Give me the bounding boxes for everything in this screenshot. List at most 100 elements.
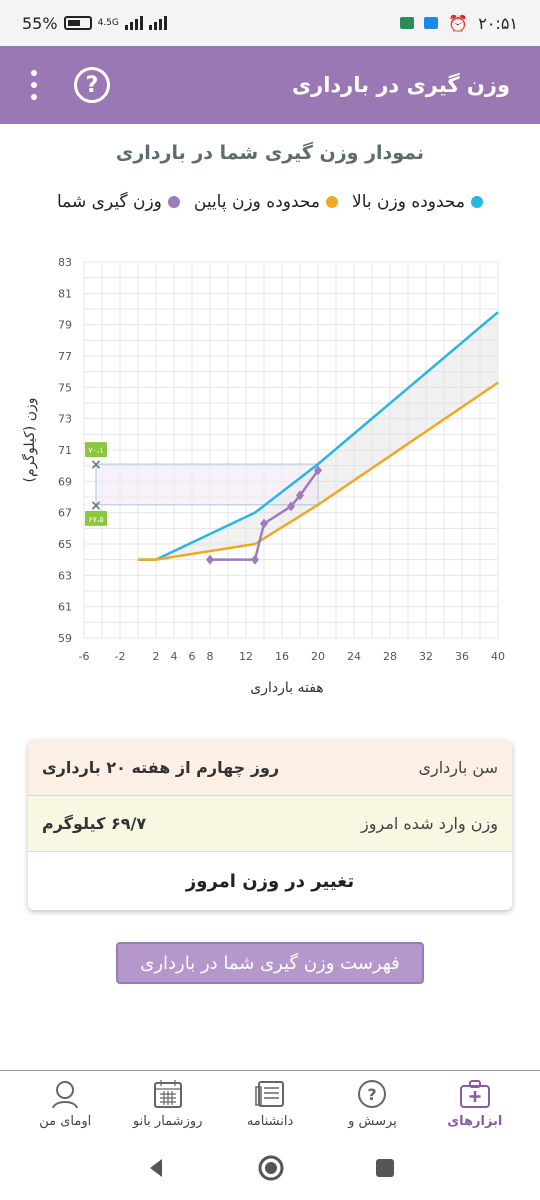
legend-item-yours: وزن گیری شما [57,192,180,212]
y-tick-label: 77 [58,350,72,363]
data-point [251,554,259,565]
x-tick-label: 6 [189,650,196,663]
data-point [314,465,322,476]
chart-title: نمودار وزن گیری شما در بارداری [115,142,425,164]
app-toolbar: ? وزن گیری در بارداری [0,46,540,124]
nav-item-profile[interactable]: اومای من [26,1071,104,1136]
nav-label: دانشنامه [246,1114,294,1129]
net-speed: 4.5G [97,17,119,28]
x-tick-label: 8 [207,650,214,663]
help-icon: ? [85,72,99,98]
clock: ۲۰:۵۱ [478,13,518,33]
y-axis-title: وزن (کیلوگرم) [21,398,38,483]
current-range-box [95,463,319,506]
marker-label: ۷۰،۱ [88,446,103,455]
marker-x: × [90,498,102,514]
x-tick-label: 36 [455,650,469,663]
question-icon: ? [358,1080,387,1108]
series-line-lower [138,381,499,561]
nav-label: پرسش و [348,1114,397,1129]
x-tick-label: 20 [311,650,325,663]
x-tick-label: 24 [347,650,361,663]
status-left: 55% 4.5G [22,14,167,33]
battery-icon [63,16,92,30]
y-tick-label: 59 [58,632,72,645]
today-weight-label: وزن وارد شده امروز [361,814,498,833]
legend-label: وزن گیری شما [57,192,162,212]
y-tick-label: 63 [58,569,72,582]
marker-x: × [90,457,102,473]
x-tick-label: -2 [115,650,126,663]
signal-icon-2 [148,16,167,30]
series-line-yours [210,469,320,561]
marker-badge [85,510,107,526]
x-tick-label: 40 [491,650,505,663]
legend-label: محدوده وزن پایین [193,192,320,212]
legend-dot-icon [326,196,338,208]
nav-item-calendar[interactable]: روزشمار بانو [129,1071,207,1136]
y-tick-label: 65 [58,538,72,551]
nav-label: اومای من [39,1114,92,1129]
x-tick-label: 2 [153,650,160,663]
toolkit-icon [459,1080,490,1108]
data-point [206,554,214,565]
nav-label: روزشمار بانو [132,1114,203,1129]
x-tick-label: -6 [79,650,90,663]
upload-notification-icon [424,17,439,29]
x-tick-label: 28 [383,650,397,663]
legend-item-upper: محدوده وزن بالا [352,192,484,212]
excel-notification-icon [400,17,415,29]
legend-dot-icon [471,196,484,208]
y-tick-label: 81 [58,287,72,300]
y-tick-label: 71 [58,444,72,457]
calendar-icon [153,1080,182,1108]
data-point [260,518,268,529]
marker-badge [85,442,107,458]
nav-item-tools[interactable]: ابزارهای [436,1071,514,1136]
page-title: وزن گیری در بارداری [291,73,510,97]
status-bar: 55% 4.5G ⏰ ۲۰:۵۱ [0,0,540,46]
y-tick-label: 69 [58,475,72,488]
y-tick-label: 83 [58,256,72,269]
weight-list-button[interactable]: فهرست وزن گیری شما در بارداری [116,942,424,984]
pregnancy-age-label: سن بارداری [418,758,498,777]
overflow-menu-icon[interactable] [24,70,44,100]
today-weight-value: ۶۹/۷ کیلوگرم [42,814,147,833]
change-weight-button[interactable]: تغییر در وزن امروز [185,870,355,892]
svg-text:?: ? [368,1085,377,1104]
pregnancy-age-row: سن بارداری روز چهارم از هفته ۲۰ بارداری [28,740,512,796]
recents-icon[interactable] [374,1157,396,1179]
profile-icon [52,1081,79,1109]
legend-dot-icon [167,196,180,208]
chart-legend: محدوده وزن بالا محدوده وزن پایین وزن گیر… [0,192,540,212]
nav-item-encyclopedia[interactable]: دانشنامه [231,1071,309,1136]
x-tick-label: 32 [419,650,433,663]
y-tick-label: 67 [58,507,72,520]
signal-icon [124,16,143,30]
y-tick-label: 75 [58,381,72,394]
help-button[interactable]: ? [74,67,110,103]
system-nav-bar [0,1136,540,1200]
info-card: سن بارداری روز چهارم از هفته ۲۰ بارداری … [28,740,512,910]
encyclopedia-icon [255,1081,285,1107]
alarm-icon: ⏰ [448,13,469,33]
battery-percent: 55% [22,13,58,33]
back-icon[interactable] [144,1156,168,1180]
legend-item-lower: محدوده وزن پایین [194,192,338,212]
bottom-nav: ابزارهای ? پرسش و دانشنامه روزشمار بانو … [0,1070,540,1136]
x-tick-label: 12 [239,650,253,663]
y-tick-label: 79 [58,319,72,332]
home-icon[interactable] [257,1154,285,1182]
y-tick-label: 73 [58,413,72,426]
x-tick-label: 16 [275,650,289,663]
nav-label: ابزارهای [447,1114,503,1129]
today-weight-row: وزن وارد شده امروز ۶۹/۷ کیلوگرم [28,796,512,852]
data-point [296,490,304,501]
y-tick-label: 61 [58,601,72,614]
x-tick-label: 4 [171,650,178,663]
nav-item-questions[interactable]: ? پرسش و [333,1071,411,1136]
data-point [287,501,295,512]
legend-label: محدوده وزن بالا [352,192,466,212]
x-axis-title: هفته بارداری [250,680,323,696]
